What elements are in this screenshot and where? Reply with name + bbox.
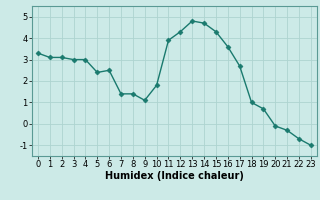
X-axis label: Humidex (Indice chaleur): Humidex (Indice chaleur) (105, 171, 244, 181)
